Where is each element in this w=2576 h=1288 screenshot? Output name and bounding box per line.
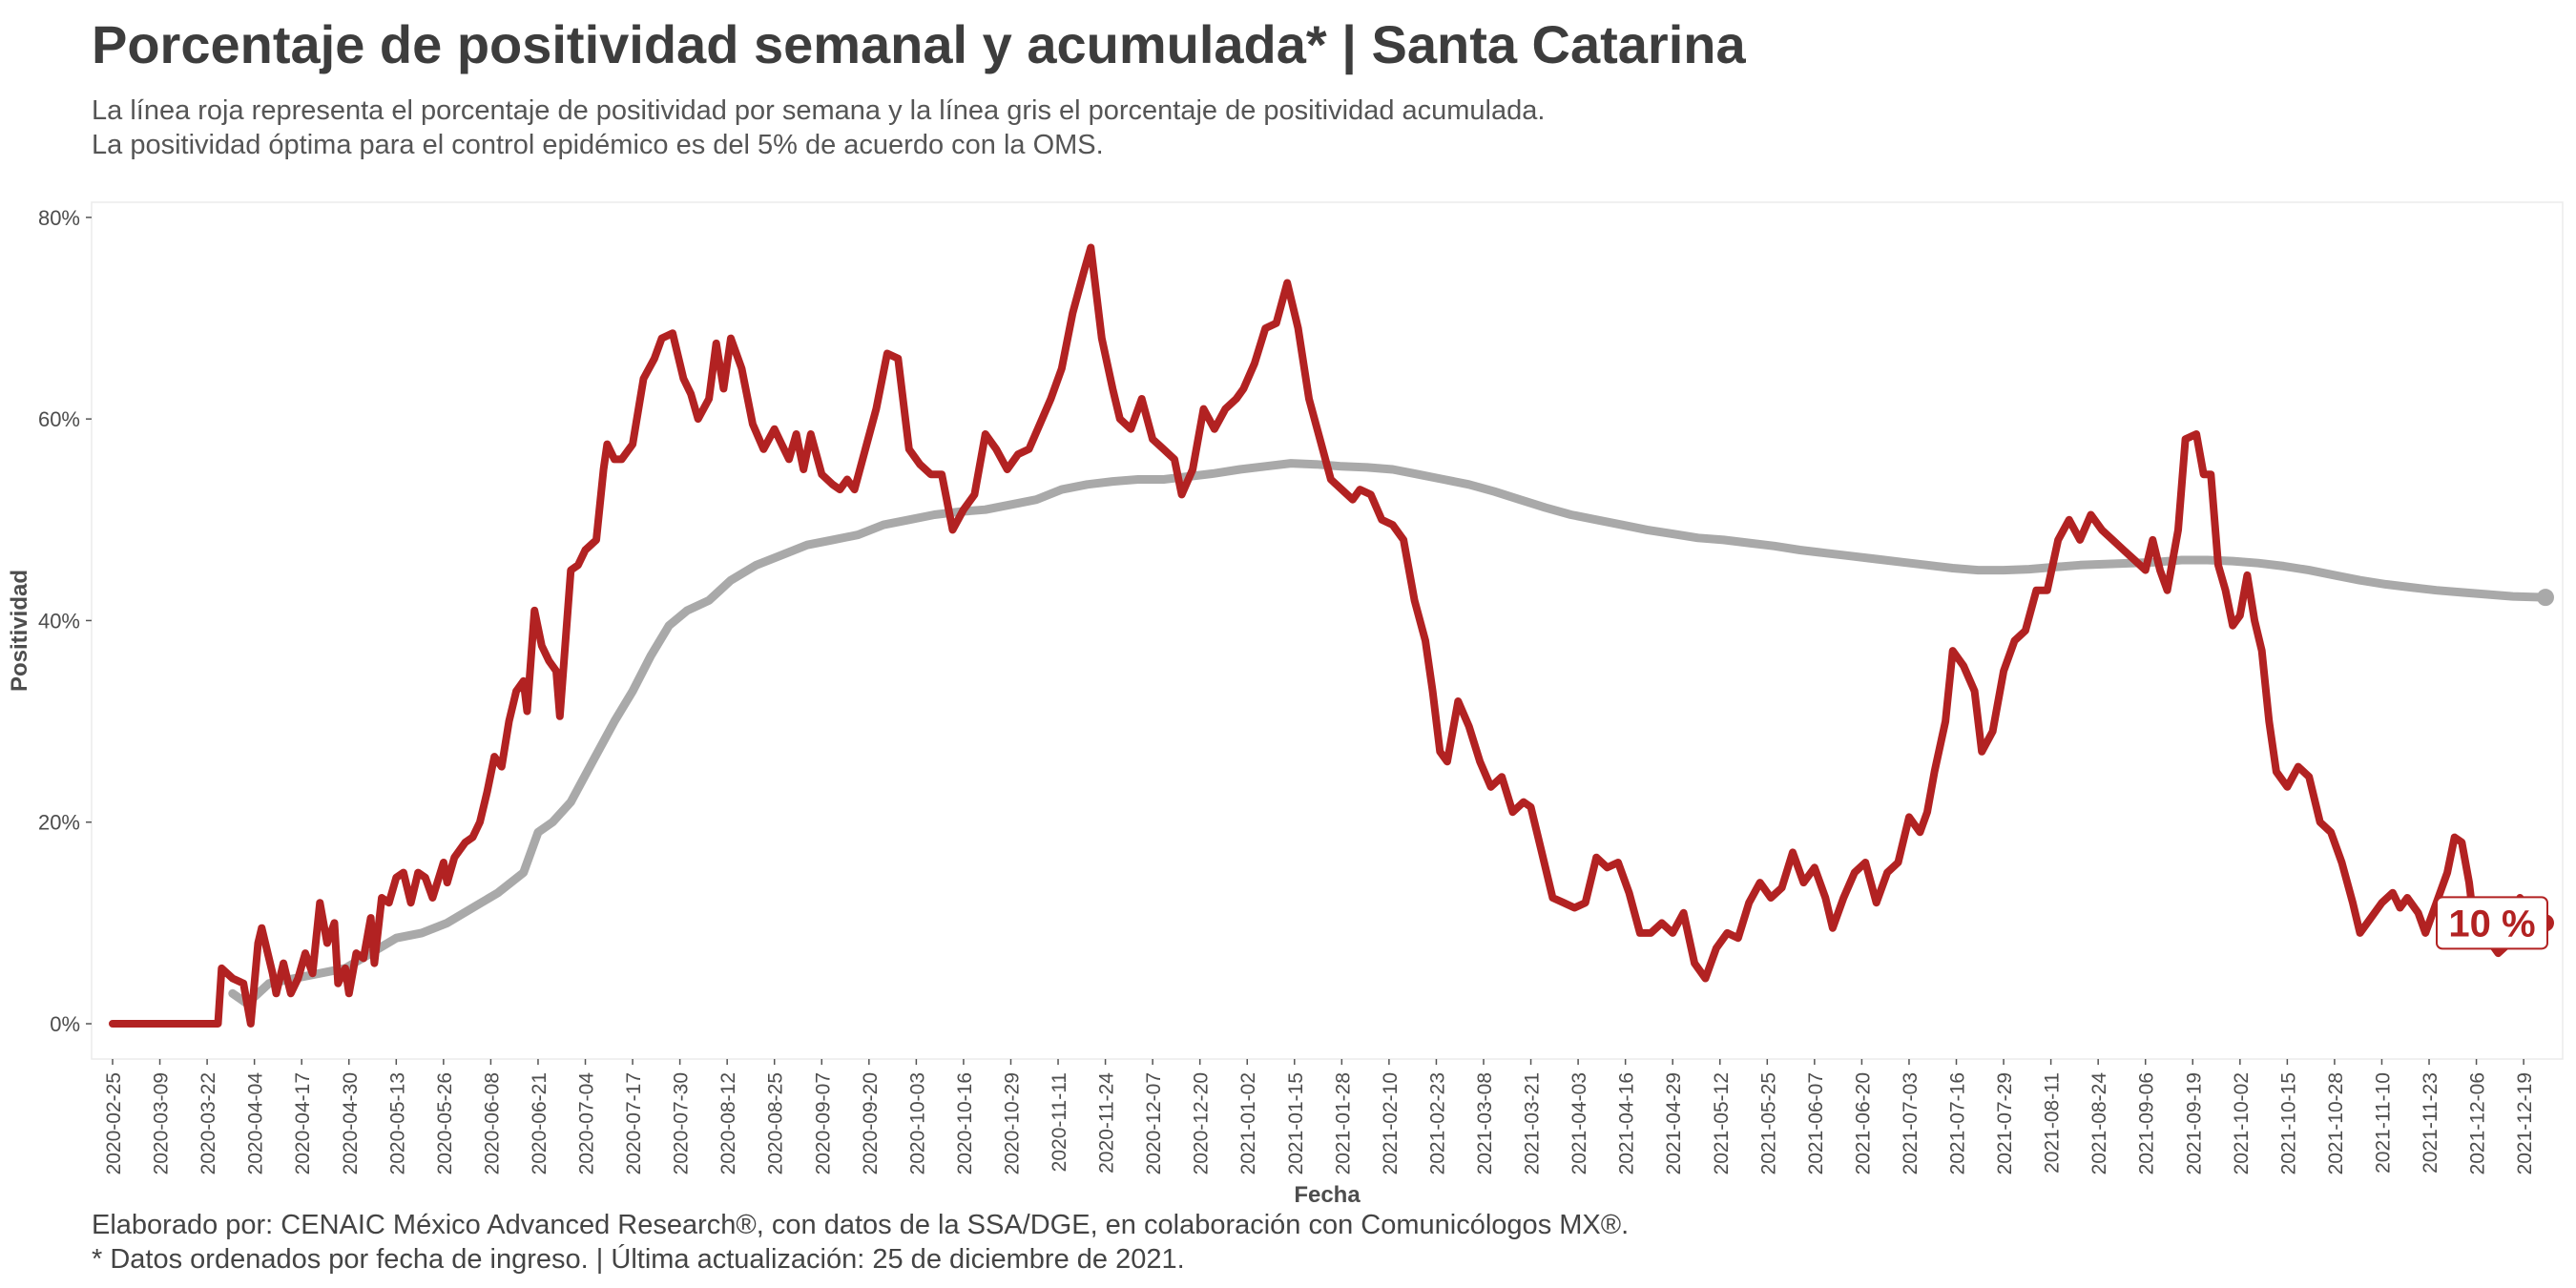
x-tick-label: 2020-04-17: [292, 1072, 314, 1174]
x-tick-label: 2021-04-29: [1663, 1072, 1685, 1174]
x-tick-label: 2020-06-08: [481, 1072, 503, 1174]
x-tick-label: 2021-08-11: [2042, 1072, 2064, 1174]
x-tick-label: 2021-06-20: [1852, 1072, 1874, 1174]
x-tick-label: 2021-11-10: [2372, 1072, 2394, 1174]
x-tick-label: 2020-10-29: [1001, 1072, 1023, 1174]
x-tick-label: 2021-01-02: [1237, 1072, 1259, 1174]
chart-subtitle: La línea roja representa el porcentaje d…: [92, 93, 1545, 162]
x-tick-label: 2020-08-25: [765, 1072, 787, 1174]
x-tick-label: 2021-05-25: [1757, 1072, 1779, 1174]
x-tick-label: 2020-05-26: [434, 1072, 456, 1174]
x-tick-label: 2021-05-12: [1711, 1072, 1733, 1174]
x-tick-label: 2020-11-11: [1049, 1072, 1070, 1172]
caption-line-2: * Datos ordenados por fecha de ingreso. …: [92, 1244, 1185, 1275]
x-tick-label: 2021-12-19: [2514, 1072, 2536, 1174]
x-tick-label: 2020-08-12: [717, 1072, 739, 1174]
chart-caption: Elaborado por: CENAIC México Advanced Re…: [92, 1208, 1629, 1277]
series-endpoint-cumulative: [2537, 589, 2554, 607]
x-tick-label: 2021-03-08: [1474, 1072, 1496, 1174]
x-tick-label: 2020-12-07: [1143, 1072, 1165, 1174]
y-tick-label: 80%: [38, 206, 80, 230]
x-tick-label: 2021-09-06: [2136, 1072, 2158, 1174]
x-tick-label: 2021-06-07: [1805, 1072, 1827, 1174]
x-tick-label: 2020-09-07: [812, 1072, 834, 1174]
chart-title: Porcentaje de positividad semanal y acum…: [92, 14, 1746, 74]
x-tick-label: 2021-09-19: [2183, 1072, 2205, 1174]
x-axis-ticks: 2020-02-25 2020-03-09 2020-03-22 2020-04-04…: [103, 1059, 2536, 1174]
x-tick-label: 2021-12-06: [2467, 1072, 2489, 1174]
x-tick-label: 2021-01-15: [1285, 1072, 1307, 1174]
subtitle-line-1: La línea roja representa el porcentaje d…: [92, 95, 1546, 126]
x-tick-label: 2021-07-29: [1994, 1072, 2016, 1174]
x-tick-label: 2020-04-30: [340, 1072, 362, 1174]
x-tick-label: 2021-10-02: [2231, 1072, 2253, 1174]
end-value-label: 10 %: [2436, 896, 2548, 950]
y-tick-label: 40%: [38, 609, 80, 633]
x-tick-label: 2020-10-16: [954, 1072, 976, 1174]
x-tick-label: 2020-03-09: [151, 1072, 173, 1174]
x-tick-label: 2020-05-13: [386, 1072, 408, 1174]
end-value-label-box: [2436, 896, 2548, 950]
x-tick-label: 2021-02-10: [1380, 1072, 1402, 1174]
x-tick-label: 2020-11-24: [1096, 1072, 1118, 1174]
x-tick-label: 2021-07-03: [1900, 1072, 1922, 1174]
x-tick-label: 2021-02-23: [1426, 1072, 1448, 1174]
x-tick-label: 2021-11-23: [2420, 1072, 2441, 1174]
x-axis-title: Fecha: [1294, 1182, 1361, 1208]
x-tick-label: 2020-07-17: [623, 1072, 645, 1174]
x-tick-label: 2020-12-20: [1191, 1072, 1213, 1174]
x-tick-label: 2020-10-03: [906, 1072, 928, 1174]
x-tick-label: 2020-03-22: [197, 1072, 219, 1174]
x-tick-label: 2020-02-25: [103, 1072, 125, 1174]
x-tick-label: 2021-04-16: [1616, 1072, 1638, 1174]
x-tick-label: 2021-03-21: [1522, 1072, 1544, 1174]
plot-panel: [91, 201, 2564, 1060]
y-tick-label: 20%: [38, 811, 80, 835]
x-tick-label: 2020-07-30: [671, 1072, 693, 1174]
x-tick-label: 2020-04-04: [245, 1072, 267, 1175]
x-tick-label: 2021-10-15: [2277, 1072, 2299, 1174]
y-tick-label: 0%: [50, 1012, 80, 1036]
y-axis-ticks: 0% 20% 40% 60% 80%: [38, 206, 92, 1036]
x-tick-label: 2021-08-24: [2088, 1072, 2110, 1175]
y-tick-label: 60%: [38, 407, 80, 431]
x-tick-label: 2021-04-03: [1568, 1072, 1590, 1174]
x-tick-label: 2020-06-21: [529, 1072, 551, 1174]
x-tick-label: 2021-10-28: [2325, 1072, 2347, 1174]
x-tick-label: 2020-07-04: [576, 1072, 598, 1175]
series-line-weekly: [109, 243, 2549, 1028]
x-tick-label: 2021-01-28: [1332, 1072, 1354, 1174]
end-value-label-text: 10 %: [2448, 903, 2535, 945]
y-axis-title: Positividad: [7, 570, 32, 692]
subtitle-line-2: La positividad óptima para el control ep…: [92, 130, 1104, 160]
x-tick-label: 2020-09-20: [860, 1072, 882, 1174]
x-tick-label: 2021-07-16: [1947, 1072, 1969, 1174]
caption-line-1: Elaborado por: CENAIC México Advanced Re…: [92, 1210, 1630, 1240]
